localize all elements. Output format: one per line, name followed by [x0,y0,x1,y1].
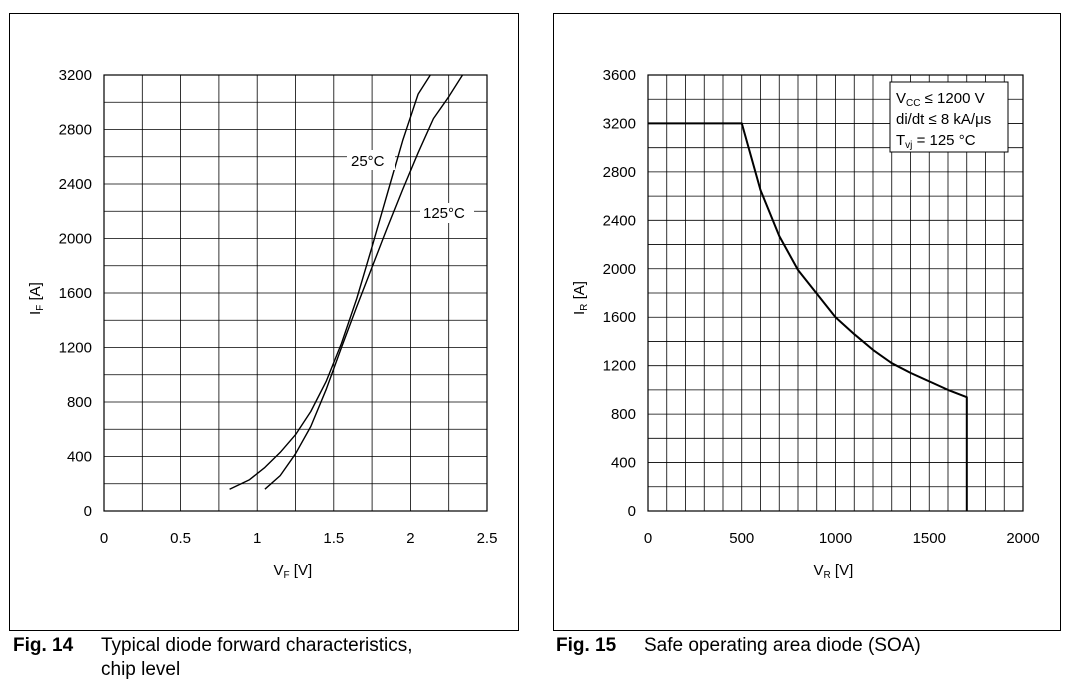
x-tick-label: 0 [644,530,652,547]
grid [104,75,487,511]
x-tick-label: 500 [729,530,754,547]
legend-box [889,81,1009,153]
y-tick-label: 2000 [59,231,92,248]
plot-frame [647,74,1024,512]
y-tick-label: 2000 [603,261,636,278]
y-tick-label: 3600 [603,67,636,84]
series-label-bg [347,150,395,170]
x-tick-label: 2000 [1006,530,1039,547]
figure-14-caption: Fig. 14 Typical diode forward characteris… [13,634,413,682]
x-tick-label: 2 [406,530,414,547]
chart-2: 0 400 800 1200 1600 2000 2400 2800 3200 3600 0 500 1… [571,67,1040,581]
x-tick-label: 1 [253,530,261,547]
legend-entry: Tvj = 125 °C [896,132,976,151]
x-tick-label: 1000 [819,530,852,547]
y-tick-label: 2800 [59,122,92,139]
x-axis-label: VR [V] [814,562,854,581]
figure-15-number: Fig. 15 [556,635,617,656]
series-line [229,74,431,490]
x-tick-label: 2.5 [477,530,498,547]
series-line [648,122,968,511]
y-tick-label: 1200 [59,340,92,357]
y-tick-label: 1200 [603,358,636,375]
y-tick-label: 800 [67,394,92,411]
y-tick-label: 0 [628,503,636,520]
series-line [264,74,464,490]
legend: VCC ≤ 1200 V di/dt ≤ 8 kA/μs Tvj = 125 °C [889,81,1009,153]
y-axis-label: IR [A] [571,281,590,315]
y-tick-label: 0 [84,503,92,520]
y-tick-label: 3200 [603,115,636,132]
y-tick-label: 1600 [603,309,636,326]
legend-entry: VCC ≤ 1200 V [896,90,985,109]
x-tick-label: 0.5 [170,530,191,547]
y-tick-label: 2400 [603,212,636,229]
y-tick-label: 2800 [603,164,636,181]
y-tick-label: 2400 [59,176,92,193]
x-axis-label: VF [V] [274,562,313,581]
x-tick-label: 0 [100,530,108,547]
x-tick-label: 1500 [913,530,946,547]
figure-15-caption: Fig. 15 Safe operating area diode (SOA) [556,634,921,658]
y-axis-label: IF [A] [27,282,46,315]
y-tick-label: 400 [611,455,636,472]
figure-14-panel [9,13,519,631]
figure-15-caption-line1: Safe operating area diode (SOA) [644,635,921,656]
y-tick-label: 3200 [59,67,92,84]
figure-14-caption-line2: chip level [101,659,181,680]
figure-14-number: Fig. 14 [13,635,74,656]
legend-entry: di/dt ≤ 8 kA/μs [896,111,991,128]
chart-1: 0 400 800 1200 1600 2000 2400 2800 3200 0 0.5 1 1.5 2… [27,67,497,581]
series-label-125c: 125°C [423,205,465,222]
y-tick-label: 1600 [59,285,92,302]
x-tick-label: 1.5 [323,530,344,547]
figure-14-caption-line1: Typical diode forward characteristics, [101,635,413,656]
series-label-bg [420,203,474,223]
series-label-25c: 25°C [351,153,385,170]
y-tick-label: 400 [67,449,92,466]
y-tick-label: 800 [611,406,636,423]
plot-frame [103,74,488,512]
